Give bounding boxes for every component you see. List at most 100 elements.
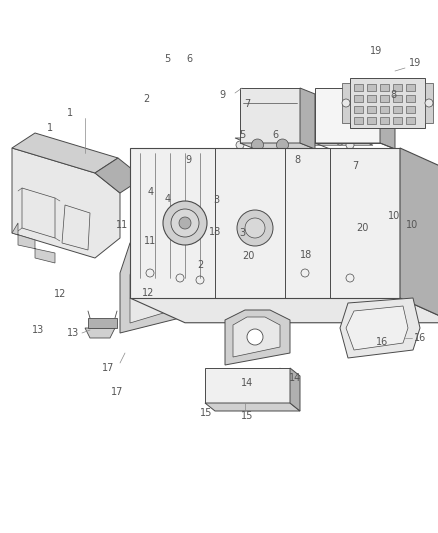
Polygon shape — [256, 185, 270, 193]
Polygon shape — [345, 153, 363, 210]
Text: 14: 14 — [289, 373, 301, 383]
Text: 20: 20 — [356, 223, 368, 233]
Text: 9: 9 — [185, 155, 191, 165]
Circle shape — [205, 243, 215, 253]
Polygon shape — [300, 88, 315, 149]
Text: 12: 12 — [54, 289, 67, 299]
Polygon shape — [235, 138, 373, 145]
Polygon shape — [393, 106, 402, 113]
Circle shape — [166, 265, 174, 274]
Circle shape — [236, 141, 244, 149]
Polygon shape — [276, 161, 290, 169]
Text: 2: 2 — [144, 94, 150, 103]
Text: 14: 14 — [241, 378, 254, 387]
Text: 16: 16 — [414, 333, 426, 343]
Circle shape — [251, 139, 264, 151]
Text: 4: 4 — [148, 187, 154, 197]
Polygon shape — [380, 84, 389, 91]
Polygon shape — [340, 298, 420, 358]
Polygon shape — [360, 223, 372, 273]
Circle shape — [237, 210, 273, 246]
Circle shape — [158, 259, 166, 268]
Text: 8: 8 — [295, 155, 301, 165]
Circle shape — [384, 212, 396, 224]
Text: 13: 13 — [32, 326, 45, 335]
Polygon shape — [354, 95, 363, 102]
Circle shape — [138, 286, 152, 300]
Polygon shape — [155, 223, 197, 226]
Polygon shape — [145, 238, 245, 296]
Polygon shape — [240, 88, 300, 143]
Polygon shape — [367, 117, 376, 124]
Polygon shape — [354, 117, 363, 124]
Polygon shape — [12, 133, 118, 173]
Circle shape — [209, 297, 221, 309]
Text: 15: 15 — [241, 411, 253, 421]
Text: 5: 5 — [164, 54, 170, 63]
Polygon shape — [305, 223, 360, 268]
Polygon shape — [354, 84, 363, 91]
Circle shape — [336, 137, 344, 145]
Circle shape — [256, 137, 264, 145]
Circle shape — [231, 209, 239, 217]
Circle shape — [235, 278, 245, 288]
Text: 19: 19 — [370, 46, 382, 55]
Polygon shape — [296, 161, 310, 169]
Polygon shape — [225, 310, 290, 365]
Text: 4: 4 — [165, 194, 171, 204]
Circle shape — [231, 297, 243, 309]
Polygon shape — [393, 84, 402, 91]
Text: 3: 3 — [214, 195, 220, 205]
Circle shape — [189, 297, 201, 309]
Polygon shape — [250, 203, 363, 210]
Circle shape — [265, 133, 275, 143]
Polygon shape — [12, 148, 120, 258]
Polygon shape — [406, 117, 415, 124]
Polygon shape — [62, 205, 90, 250]
Polygon shape — [233, 317, 280, 357]
Polygon shape — [145, 296, 265, 306]
Text: 11: 11 — [144, 236, 156, 246]
Polygon shape — [150, 240, 180, 244]
Text: 3: 3 — [239, 228, 245, 238]
Polygon shape — [400, 148, 438, 323]
Polygon shape — [205, 368, 290, 403]
Polygon shape — [425, 83, 433, 123]
Circle shape — [247, 329, 263, 345]
Circle shape — [245, 218, 265, 238]
Polygon shape — [240, 143, 315, 149]
Circle shape — [384, 197, 396, 209]
Text: 8: 8 — [390, 90, 396, 100]
Polygon shape — [393, 117, 402, 124]
Circle shape — [163, 201, 207, 245]
Text: 7: 7 — [244, 99, 251, 109]
Text: 6: 6 — [186, 54, 192, 63]
Text: 15: 15 — [200, 408, 212, 418]
Text: 5: 5 — [239, 130, 245, 140]
Polygon shape — [354, 106, 363, 113]
Text: 12: 12 — [142, 288, 154, 298]
Polygon shape — [205, 403, 300, 411]
Text: 7: 7 — [352, 161, 358, 171]
Polygon shape — [296, 185, 310, 193]
Text: 17: 17 — [111, 387, 124, 397]
Polygon shape — [276, 185, 290, 193]
Polygon shape — [367, 95, 376, 102]
Circle shape — [311, 236, 321, 246]
Circle shape — [167, 297, 179, 309]
Polygon shape — [346, 306, 408, 350]
Text: 16: 16 — [376, 337, 388, 347]
Polygon shape — [120, 233, 185, 333]
Text: 18: 18 — [300, 250, 312, 260]
Circle shape — [158, 273, 166, 282]
Polygon shape — [367, 106, 376, 113]
Text: 6: 6 — [272, 130, 278, 140]
Polygon shape — [88, 318, 117, 328]
Polygon shape — [130, 298, 438, 323]
Text: 9: 9 — [219, 90, 225, 100]
Text: 10: 10 — [388, 211, 400, 221]
Polygon shape — [406, 95, 415, 102]
Polygon shape — [296, 173, 310, 181]
Polygon shape — [316, 173, 330, 181]
Polygon shape — [406, 84, 415, 91]
